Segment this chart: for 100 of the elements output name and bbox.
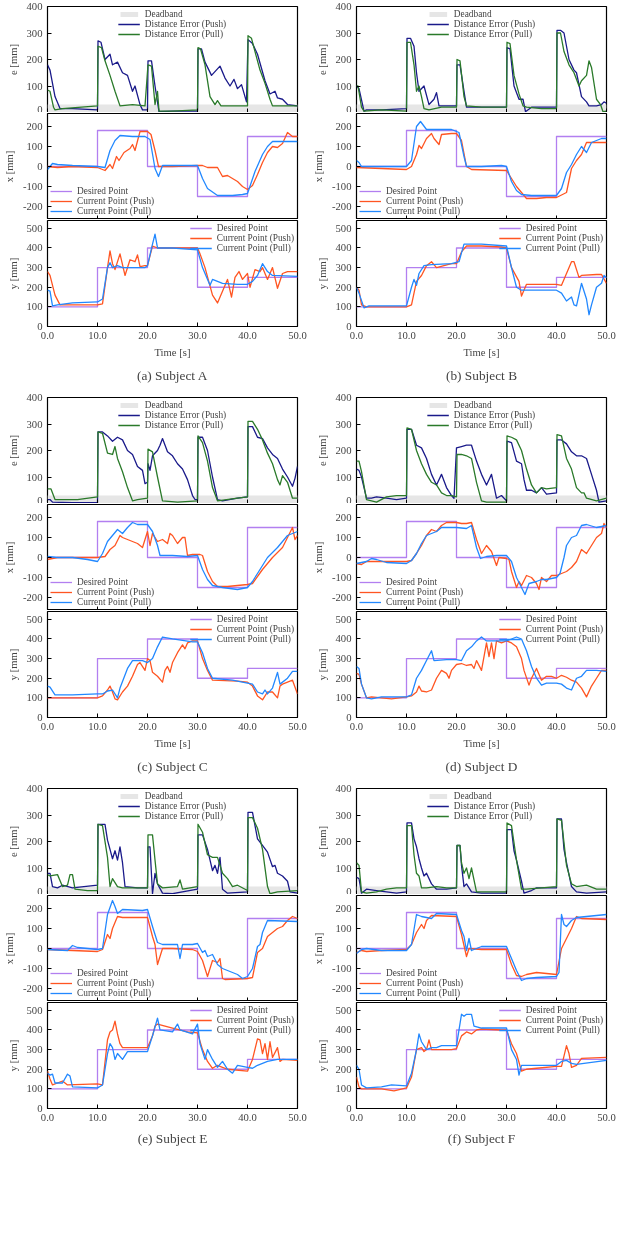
x-tick-label: 40.0 bbox=[238, 1111, 257, 1123]
y-tick-label: 200 bbox=[26, 121, 43, 132]
x-tick-label: 10.0 bbox=[88, 1111, 107, 1123]
y-tick-label: 400 bbox=[26, 783, 43, 794]
y-tick-label: 200 bbox=[26, 512, 43, 523]
y-tick-label: 200 bbox=[335, 445, 352, 456]
y-tick-label: 200 bbox=[26, 281, 43, 293]
x-tick-label: 40.0 bbox=[547, 329, 566, 341]
y-tick-label: 500 bbox=[335, 1004, 352, 1016]
y-tick-label: 300 bbox=[335, 27, 352, 39]
legend-label: Distance Error (Push) bbox=[453, 410, 536, 420]
y-tick-label: 200 bbox=[26, 903, 43, 914]
y-axis-title: y [mm] bbox=[316, 257, 328, 290]
x-tick-label: 20.0 bbox=[138, 329, 157, 341]
legend-label: Distance Error (Push) bbox=[453, 801, 536, 811]
y-axis-title: y [mm] bbox=[7, 648, 19, 681]
legend-label: Distance Error (Pull) bbox=[453, 29, 533, 39]
y-axis-title: e [mm] bbox=[316, 43, 328, 76]
legend-label: Current Point (Push) bbox=[525, 233, 603, 243]
y-tick-label: -100 bbox=[22, 181, 43, 192]
y-tick-label: 0 bbox=[346, 552, 352, 563]
legend-label: Distance Error (Pull) bbox=[144, 811, 224, 821]
y-tick-label: 200 bbox=[335, 672, 352, 684]
y-tick-label: 100 bbox=[26, 532, 43, 543]
x-tick-label: 40.0 bbox=[238, 329, 257, 341]
legend-label: Distance Error (Pull) bbox=[453, 420, 533, 430]
x-tick-label: 30.0 bbox=[497, 720, 516, 732]
y-axis-title: x [mm] bbox=[312, 932, 324, 965]
y-tick-label: -100 bbox=[331, 181, 352, 192]
y-tick-label: 400 bbox=[26, 242, 43, 254]
y-tick-label: 100 bbox=[335, 862, 352, 874]
x-tick-label: 10.0 bbox=[88, 329, 107, 341]
text: (b) Subject B bbox=[445, 367, 518, 383]
y-tick-label: 400 bbox=[335, 242, 352, 254]
legend-label: Desired Point bbox=[77, 577, 129, 587]
legend-label: Distance Error (Push) bbox=[144, 801, 227, 811]
y-tick-label: 100 bbox=[335, 532, 352, 543]
y-tick-label: 200 bbox=[335, 512, 352, 523]
y-tick-label: 0 bbox=[346, 494, 352, 506]
text: (d) Subject D bbox=[445, 758, 518, 774]
y-tick-label: 400 bbox=[26, 1024, 43, 1036]
legend-label: Current Point (Pull) bbox=[216, 1025, 291, 1035]
legend-label: Distance Error (Pull) bbox=[453, 811, 533, 821]
legend-label: Desired Point bbox=[386, 186, 438, 196]
y-tick-label: 0 bbox=[37, 552, 43, 563]
y-tick-label: 100 bbox=[26, 141, 43, 152]
x-tick-label: 50.0 bbox=[288, 720, 307, 732]
y-tick-label: 400 bbox=[26, 1, 43, 12]
y-tick-label: -200 bbox=[22, 983, 43, 994]
legend-label: Current Point (Push) bbox=[386, 978, 464, 988]
y-tick-label: 0 bbox=[37, 712, 43, 723]
legend-label: Current Point (Push) bbox=[525, 1015, 603, 1025]
y-tick-label: 500 bbox=[26, 222, 43, 234]
y-axis-title: e [mm] bbox=[7, 43, 19, 76]
y-tick-label: 400 bbox=[335, 633, 352, 645]
y-tick-label: -100 bbox=[331, 963, 352, 974]
legend-label: Distance Error (Pull) bbox=[144, 420, 224, 430]
y-tick-label: 400 bbox=[335, 392, 352, 403]
x-tick-label: 30.0 bbox=[188, 329, 207, 341]
legend-label: Current Point (Pull) bbox=[386, 988, 461, 998]
y-tick-label: 200 bbox=[26, 54, 43, 65]
legend-label: Distance Error (Push) bbox=[144, 19, 227, 29]
y-tick-label: 400 bbox=[335, 1, 352, 12]
y-axis-title: x [mm] bbox=[3, 150, 15, 183]
y-tick-label: 400 bbox=[26, 633, 43, 645]
y-axis-title: x [mm] bbox=[312, 541, 324, 574]
x-tick-label: 20.0 bbox=[138, 1111, 157, 1123]
legend-label: Current Point (Pull) bbox=[386, 597, 461, 607]
x-tick-label: 10.0 bbox=[88, 720, 107, 732]
legend-label: Current Point (Pull) bbox=[77, 988, 152, 998]
y-tick-label: -100 bbox=[22, 572, 43, 583]
x-tick-label: 0.0 bbox=[40, 720, 55, 732]
legend-label: Current Point (Pull) bbox=[386, 206, 461, 216]
line-series bbox=[356, 1013, 607, 1089]
y-tick-label: 100 bbox=[335, 80, 352, 92]
legend-label: Current Point (Push) bbox=[77, 978, 155, 988]
y-tick-label: 100 bbox=[335, 923, 352, 934]
y-tick-label: 300 bbox=[26, 262, 43, 274]
y-tick-label: 100 bbox=[26, 862, 43, 874]
y-tick-label: 200 bbox=[26, 672, 43, 684]
legend-label: Distance Error (Push) bbox=[453, 19, 536, 29]
y-tick-label: 400 bbox=[26, 392, 43, 403]
legend-label: Desired Point bbox=[216, 614, 268, 624]
legend-label: Desired Point bbox=[386, 577, 438, 587]
legend-label: Distance Error (Pull) bbox=[144, 29, 224, 39]
y-axis-title: y [mm] bbox=[316, 648, 328, 681]
y-tick-label: 100 bbox=[26, 471, 43, 483]
legend-label: Current Point (Push) bbox=[386, 587, 464, 597]
x-tick-label: 50.0 bbox=[288, 1111, 307, 1123]
y-tick-label: 0 bbox=[37, 943, 43, 954]
y-tick-label: -200 bbox=[331, 592, 352, 603]
legend-label: Current Point (Pull) bbox=[525, 634, 600, 644]
y-tick-label: 0 bbox=[346, 885, 352, 897]
x-tick-label: 40.0 bbox=[238, 720, 257, 732]
text: (e) Subject E bbox=[137, 1130, 208, 1146]
legend-label: Distance Error (Push) bbox=[144, 410, 227, 420]
legend-label: Deadband bbox=[453, 791, 492, 801]
x-tick-label: 30.0 bbox=[497, 1111, 516, 1123]
y-tick-label: 200 bbox=[335, 281, 352, 293]
x-tick-label: 40.0 bbox=[547, 1111, 566, 1123]
